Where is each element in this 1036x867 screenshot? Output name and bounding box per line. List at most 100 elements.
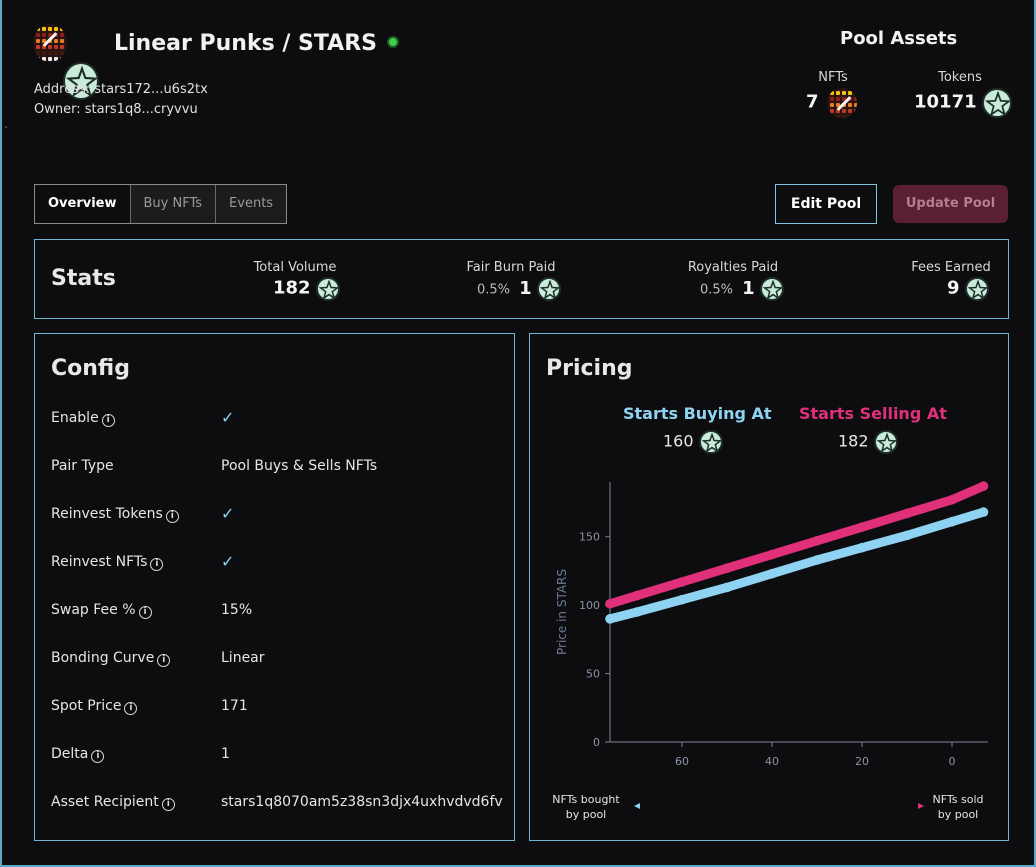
info-icon[interactable]: i (157, 654, 171, 667)
info-icon[interactable]: i (124, 702, 138, 715)
config-row-label: Asset Recipient i (51, 794, 175, 811)
info-icon[interactable]: i (101, 414, 115, 427)
data-point (812, 536, 822, 546)
tab-events[interactable]: Events (216, 185, 287, 223)
nft-pixel (48, 33, 52, 37)
left-caption-line1: NFTs bought (552, 793, 620, 806)
data-point (857, 542, 867, 553)
nft-pixel (835, 103, 840, 107)
data-point (978, 481, 989, 491)
config-row-value: stars1q8070am5z38sn3djx4uxhvdvd6fv (221, 794, 503, 810)
nft-pixel (60, 27, 64, 31)
nft-pixel (829, 103, 834, 107)
y-tick-label: 100 (579, 599, 600, 612)
nft-pixel (54, 27, 58, 31)
config-row-label: Enable i (51, 410, 115, 427)
nft-pixel (841, 109, 846, 113)
nft-collection-icon (33, 24, 67, 62)
starts-buying: 160 (663, 430, 723, 454)
x-tick-label: 60 (675, 755, 689, 768)
info-icon[interactable]: i (165, 510, 179, 523)
y-tick-label: 50 (586, 668, 600, 681)
pool-tabs: Overview Buy NFTs Events (34, 184, 288, 224)
info-icon[interactable]: i (91, 750, 105, 763)
pool-title: Linear Punks / STARS (114, 31, 399, 56)
config-label-text: Delta (51, 746, 89, 762)
nft-pixel (36, 39, 40, 43)
check-icon: ✓ (221, 552, 235, 571)
config-label-text: Asset Recipient (51, 794, 159, 810)
nft-pixel (42, 51, 46, 55)
config-title: Config (51, 356, 130, 381)
nft-pixel (853, 115, 857, 118)
config-label-text: Swap Fee % (51, 602, 136, 618)
config-row-value: 15% (221, 602, 253, 618)
nft-pixel (853, 109, 857, 113)
left-caption: NFTs bought by pool (544, 792, 628, 822)
nft-pixel (36, 33, 40, 37)
info-icon[interactable]: i (161, 798, 175, 811)
fees-earned: 9 (947, 277, 989, 301)
info-icon[interactable]: i (150, 558, 164, 571)
data-point (677, 577, 687, 587)
nft-pixel (835, 97, 840, 101)
nft-pixel (847, 115, 852, 118)
stray-mark: ` (4, 126, 9, 137)
config-row-label: Reinvest NFTs i (51, 554, 164, 571)
starts-buying-label: Starts Buying At (623, 404, 772, 423)
nft-pixel (42, 57, 46, 61)
config-row-value: Pool Buys & Sells NFTs (221, 458, 378, 474)
starts-selling-value: 182 (838, 431, 869, 451)
nft-pixel (829, 91, 834, 95)
tab-buy-nfts[interactable]: Buy NFTs (130, 185, 217, 223)
total-volume: 182 (273, 277, 340, 301)
config-row-label: Delta i (51, 746, 105, 763)
nft-pixel (54, 45, 58, 49)
pool-avatar-group (33, 24, 99, 100)
series-line (605, 507, 988, 624)
nft-pixel (829, 97, 834, 101)
right-caption-line1: NFTs sold (932, 793, 984, 806)
x-tick-label: 20 (855, 755, 869, 768)
config-row-label: Pair Type (51, 458, 114, 474)
nft-pixel (841, 115, 846, 118)
nft-pixel (42, 39, 46, 43)
y-axis-label: Price in STARS (555, 569, 569, 655)
nft-pixel (36, 45, 40, 49)
starts-selling: 182 (838, 430, 898, 454)
assets-tokens-label: Tokens (938, 70, 982, 85)
config-row-label: Swap Fee % i (51, 602, 152, 619)
stats-panel: Stats Total Volume 182 Fair Burn Paid 0.… (34, 239, 1009, 319)
nft-pixel (60, 45, 64, 49)
update-pool-button[interactable]: Update Pool (893, 185, 1008, 223)
left-caption-line2: by pool (565, 808, 607, 821)
fees-earned-value: 9 (947, 277, 960, 299)
config-label-text: Enable (51, 410, 99, 426)
config-row-label: Bonding Curve i (51, 650, 171, 667)
assets-nfts-label: NFTs (818, 70, 848, 85)
nft-pixel (48, 57, 52, 61)
fair-burn-value: 1 (519, 277, 532, 299)
edit-pool-button[interactable]: Edit Pool (775, 184, 877, 224)
info-icon[interactable]: i (138, 606, 152, 619)
stars-token-icon (536, 277, 561, 301)
data-point (947, 494, 957, 505)
pricing-panel: Pricing Starts Buying At 160 Starts Sell… (529, 333, 1009, 841)
nft-pixel (54, 57, 58, 61)
config-row-value: 1 (221, 746, 230, 762)
stars-token-icon (63, 62, 99, 100)
data-point (902, 530, 912, 541)
pool-address: Address: stars172...u6s2tx (34, 82, 208, 97)
config-label-text: Reinvest Tokens (51, 506, 163, 522)
pool-name: Linear Punks / STARS (114, 31, 377, 56)
y-tick-label: 0 (593, 736, 600, 749)
assets-nfts-value: 7 (806, 91, 819, 113)
nft-pixel (835, 91, 840, 95)
data-point (812, 555, 822, 565)
fair-burn-label: Fair Burn Paid (466, 260, 556, 275)
config-row-label: Reinvest Tokens i (51, 506, 179, 523)
nft-pixel (853, 103, 857, 107)
data-point (767, 568, 777, 579)
tab-overview[interactable]: Overview (35, 185, 131, 223)
